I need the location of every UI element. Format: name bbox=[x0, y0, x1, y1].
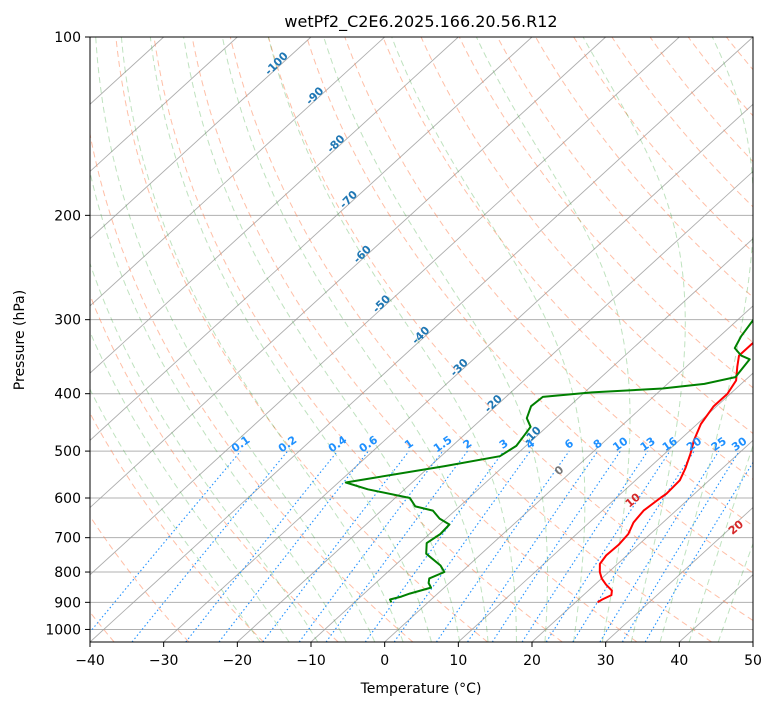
x-axis-title: Temperature (°C) bbox=[360, 681, 482, 697]
moist-adiabat-line bbox=[183, 37, 461, 642]
dry-adiabat-line bbox=[153, 37, 563, 642]
mixing-ratio-line bbox=[325, 450, 468, 642]
moist-adiabat-line bbox=[90, 169, 347, 642]
isotherm-line bbox=[310, 238, 753, 642]
isotherm-line bbox=[90, 37, 385, 307]
x-tick-label: 40 bbox=[670, 653, 688, 669]
dry-adiabat-line bbox=[90, 293, 339, 642]
y-axis-title: Pressure (hPa) bbox=[12, 290, 28, 390]
x-tick-label: 10 bbox=[449, 653, 467, 669]
isotherm-line bbox=[237, 170, 753, 642]
isotherm-line bbox=[90, 37, 753, 642]
mixing-ratio-line bbox=[621, 450, 740, 642]
mixing-ratio-line bbox=[185, 450, 339, 642]
mixing-ratio-line bbox=[435, 450, 570, 642]
moist-adiabat-line bbox=[90, 330, 290, 642]
x-tick-label: 20 bbox=[523, 653, 541, 669]
moist-adiabat-line bbox=[688, 443, 753, 642]
dry-adiabat-line bbox=[306, 37, 753, 574]
y-tick-label: 100 bbox=[54, 30, 81, 46]
mixing-ratio-line bbox=[262, 450, 410, 642]
isotherm-line bbox=[90, 37, 312, 240]
dry-adiabat-line bbox=[573, 37, 753, 253]
moist-adiabat-line bbox=[221, 37, 489, 642]
isotherm-line bbox=[90, 37, 459, 374]
y-axis: 100 200 300 400 500 600 700 800 900 1000 bbox=[45, 30, 90, 638]
x-tick-label: −40 bbox=[75, 653, 105, 669]
dry-adiabat-line bbox=[420, 37, 753, 435]
x-tick-label: 0 bbox=[380, 653, 389, 669]
isotherm-line bbox=[90, 37, 238, 173]
moist-adiabat-line bbox=[391, 37, 586, 642]
dry-adiabat-line bbox=[382, 37, 753, 481]
mixing-ratio-line bbox=[467, 450, 599, 642]
x-tick-label: −20 bbox=[223, 653, 253, 669]
y-tick-label: 900 bbox=[54, 595, 81, 611]
dewpoint-line bbox=[344, 318, 753, 603]
x-tick-label: −30 bbox=[149, 653, 179, 669]
moist-adiabat-line bbox=[717, 542, 753, 642]
dry-adiabat-line bbox=[90, 412, 264, 642]
isotherm-line bbox=[531, 439, 753, 642]
x-axis: −40 −30 −20 −10 0 10 20 30 40 50 bbox=[75, 642, 762, 669]
y-tick-label: 300 bbox=[54, 313, 81, 329]
isotherm-line bbox=[458, 372, 753, 642]
isotherm-line bbox=[605, 506, 753, 642]
y-tick-label: 1000 bbox=[45, 622, 81, 638]
dry-adiabat-line bbox=[268, 37, 753, 622]
x-tick-label: 50 bbox=[744, 653, 762, 669]
dry-adiabat-line bbox=[458, 37, 753, 389]
mixing-ratio-line bbox=[364, 450, 505, 642]
moist-adiabat-line bbox=[95, 37, 376, 642]
mixing-ratio-line bbox=[491, 450, 621, 642]
plot-frame bbox=[89, 36, 754, 643]
mixing-ratio-line bbox=[521, 450, 649, 642]
mixing-ratio-line bbox=[572, 450, 695, 642]
moist-adiabat-line bbox=[90, 388, 261, 642]
moist-adiabat-line bbox=[90, 261, 319, 642]
chart-title: wetPf2_C2E6.2025.166.20.56.R12 bbox=[284, 12, 557, 32]
mixing-ratio-line bbox=[298, 450, 444, 642]
moist-adiabat-line bbox=[323, 37, 548, 642]
dry-adiabat-line bbox=[496, 37, 753, 344]
mixing-ratio-line bbox=[90, 450, 242, 633]
dry-adiabat-line bbox=[765, 37, 775, 642]
moist-adiabat-line bbox=[659, 37, 753, 642]
moist-adiabat-line bbox=[120, 37, 404, 642]
dry-adiabat-line bbox=[90, 131, 414, 642]
dry-adiabat-line bbox=[115, 37, 488, 642]
dry-adiabat-line bbox=[344, 37, 753, 527]
y-tick-label: 800 bbox=[54, 565, 81, 581]
isotherm-line bbox=[752, 641, 753, 642]
dry-adiabat-line bbox=[649, 37, 753, 163]
sounding-series bbox=[344, 318, 753, 604]
mixing-ratio-line bbox=[545, 450, 671, 642]
moist-adiabat-line bbox=[475, 37, 631, 642]
isotherm-line bbox=[384, 305, 753, 642]
moist-adiabat-line bbox=[582, 37, 686, 642]
background-lines bbox=[90, 37, 775, 642]
temperature-line bbox=[597, 341, 753, 604]
y-tick-label: 200 bbox=[54, 208, 81, 224]
isotherm-line bbox=[90, 37, 680, 576]
mixing-ratio-line bbox=[393, 450, 531, 642]
moist-adiabat-line bbox=[267, 37, 517, 642]
dry-adiabat-line bbox=[191, 37, 638, 642]
y-tick-label: 500 bbox=[54, 444, 81, 460]
mixing-ratio-line bbox=[131, 450, 289, 642]
y-tick-label: 400 bbox=[54, 387, 81, 403]
x-tick-label: −10 bbox=[296, 653, 326, 669]
dry-adiabat-line bbox=[229, 37, 712, 642]
isotherm-line bbox=[90, 37, 533, 441]
x-tick-label: 30 bbox=[597, 653, 615, 669]
y-tick-label: 700 bbox=[54, 531, 81, 547]
isotherm-line bbox=[90, 37, 606, 509]
y-tick-label: 600 bbox=[54, 491, 81, 507]
isotherm-line bbox=[163, 103, 753, 642]
